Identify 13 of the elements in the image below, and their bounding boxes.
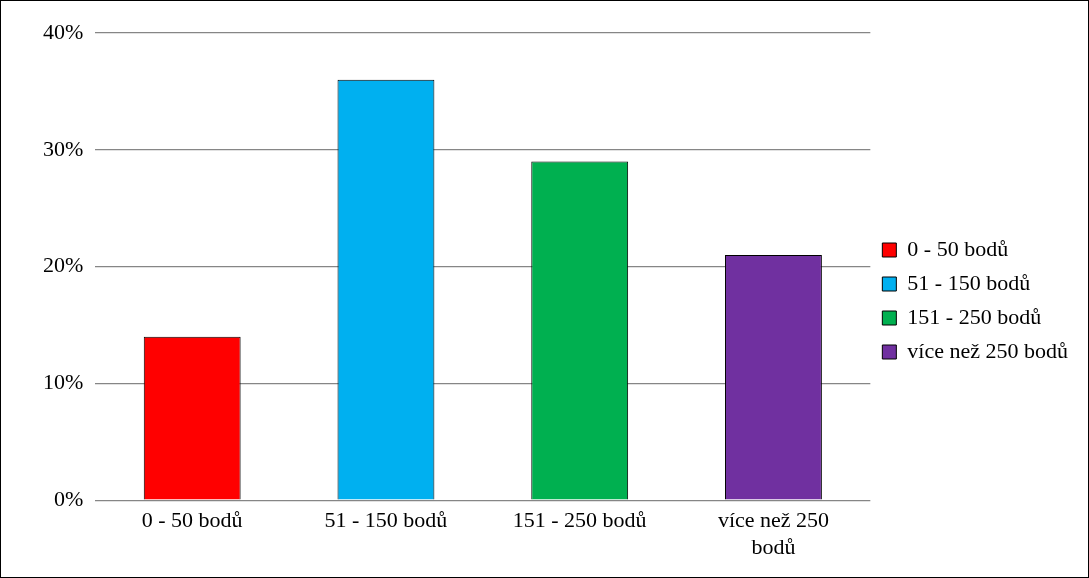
y-tick-label: 40% [43, 18, 84, 44]
y-tick-label: 20% [43, 252, 84, 278]
legend-label: 51 - 150 bodů [907, 269, 1031, 295]
x-tick-label: 151 - 250 bodů [512, 507, 647, 533]
legend-label: 0 - 50 bodů [907, 235, 1009, 261]
y-tick-label: 30% [43, 135, 84, 161]
y-tick-label: 10% [43, 369, 84, 395]
x-tick-label: více než 250 bodů [717, 507, 830, 559]
y-tick-label: 0% [54, 485, 84, 511]
x-tick-label: 51 - 150 bodů [324, 507, 448, 533]
x-tick-label: 0 - 50 bodů [141, 507, 243, 533]
legend-label: 151 - 250 bodů [907, 303, 1042, 329]
legend-label: více než 250 bodů [907, 337, 1068, 363]
